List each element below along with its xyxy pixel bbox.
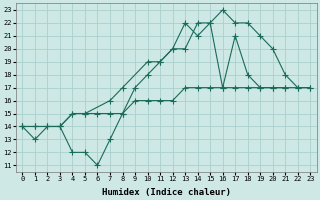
X-axis label: Humidex (Indice chaleur): Humidex (Indice chaleur) [102,188,231,197]
